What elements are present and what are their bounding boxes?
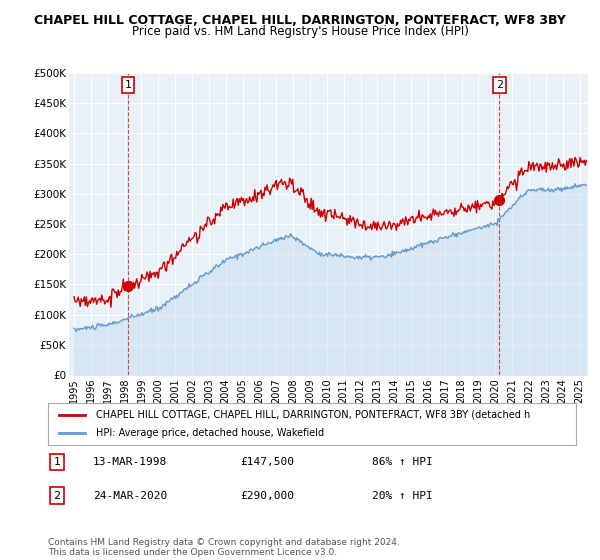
Text: 1: 1 [53, 457, 61, 467]
Text: 86% ↑ HPI: 86% ↑ HPI [372, 457, 433, 467]
Text: 2: 2 [496, 80, 503, 90]
Text: £147,500: £147,500 [240, 457, 294, 467]
Text: Contains HM Land Registry data © Crown copyright and database right 2024.
This d: Contains HM Land Registry data © Crown c… [48, 538, 400, 557]
Text: 1: 1 [124, 80, 131, 90]
Text: Price paid vs. HM Land Registry's House Price Index (HPI): Price paid vs. HM Land Registry's House … [131, 25, 469, 38]
Text: 13-MAR-1998: 13-MAR-1998 [93, 457, 167, 467]
Text: CHAPEL HILL COTTAGE, CHAPEL HILL, DARRINGTON, PONTEFRACT, WF8 3BY (detached h: CHAPEL HILL COTTAGE, CHAPEL HILL, DARRIN… [95, 410, 530, 420]
Text: 2: 2 [53, 491, 61, 501]
Text: HPI: Average price, detached house, Wakefield: HPI: Average price, detached house, Wake… [95, 428, 323, 438]
Text: 24-MAR-2020: 24-MAR-2020 [93, 491, 167, 501]
Text: CHAPEL HILL COTTAGE, CHAPEL HILL, DARRINGTON, PONTEFRACT, WF8 3BY: CHAPEL HILL COTTAGE, CHAPEL HILL, DARRIN… [34, 14, 566, 27]
Text: 20% ↑ HPI: 20% ↑ HPI [372, 491, 433, 501]
Text: £290,000: £290,000 [240, 491, 294, 501]
